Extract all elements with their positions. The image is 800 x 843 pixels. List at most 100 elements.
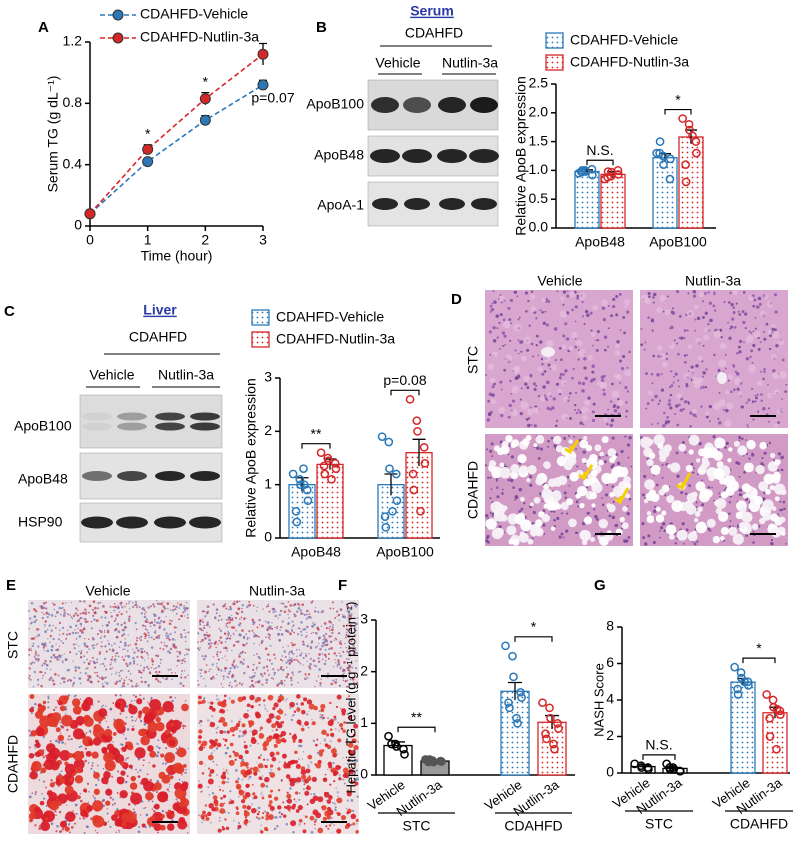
texture xyxy=(239,718,241,720)
texture xyxy=(245,652,247,654)
texture xyxy=(188,748,189,749)
texture xyxy=(323,777,328,782)
y-tick-label: 0.5 xyxy=(529,190,549,206)
texture xyxy=(587,397,590,400)
texture xyxy=(286,805,291,810)
texture xyxy=(254,672,256,674)
texture xyxy=(239,600,241,602)
texture xyxy=(42,617,44,619)
texture xyxy=(37,634,40,637)
texture xyxy=(753,330,755,332)
texture xyxy=(691,365,694,368)
texture xyxy=(272,707,275,710)
bracket xyxy=(643,755,675,760)
texture xyxy=(208,779,214,785)
texture xyxy=(252,784,254,786)
texture xyxy=(532,355,534,357)
texture xyxy=(126,611,128,613)
texture xyxy=(37,684,39,686)
texture xyxy=(760,311,766,317)
texture xyxy=(30,730,36,736)
texture xyxy=(94,667,96,669)
texture xyxy=(293,613,295,615)
texture xyxy=(560,297,564,301)
texture xyxy=(91,765,93,767)
texture xyxy=(339,641,341,643)
texture xyxy=(692,377,699,384)
texture xyxy=(80,652,82,654)
texture xyxy=(198,684,200,686)
texture xyxy=(55,627,57,629)
texture xyxy=(703,345,705,347)
texture xyxy=(783,507,786,510)
texture xyxy=(106,682,109,685)
texture xyxy=(709,530,711,532)
texture xyxy=(673,376,675,378)
texture xyxy=(619,293,622,296)
texture xyxy=(107,726,109,728)
x-tick-label: 1 xyxy=(144,232,152,248)
texture xyxy=(578,381,581,384)
texture xyxy=(705,368,707,370)
texture xyxy=(86,659,88,661)
texture xyxy=(760,462,763,465)
texture xyxy=(77,795,81,799)
texture xyxy=(592,305,598,311)
data-point xyxy=(426,756,433,763)
texture xyxy=(77,628,79,630)
texture xyxy=(486,448,488,450)
texture xyxy=(310,658,312,660)
texture xyxy=(80,613,82,615)
texture xyxy=(59,629,61,631)
texture xyxy=(222,790,224,792)
texture xyxy=(656,507,661,512)
texture xyxy=(612,437,615,440)
texture xyxy=(183,728,185,730)
texture xyxy=(676,475,679,478)
data-point xyxy=(546,704,553,711)
texture xyxy=(249,744,252,747)
texture xyxy=(576,532,578,534)
micrograph xyxy=(640,434,788,546)
texture xyxy=(519,340,522,343)
texture xyxy=(205,685,207,687)
bar xyxy=(575,172,599,228)
texture xyxy=(663,311,665,313)
texture xyxy=(526,349,529,352)
texture xyxy=(356,819,359,822)
texture xyxy=(107,744,114,751)
texture xyxy=(513,324,521,332)
texture xyxy=(303,788,305,790)
annotation: * xyxy=(145,125,151,141)
texture xyxy=(534,388,537,391)
texture xyxy=(230,667,232,669)
texture xyxy=(772,506,777,511)
texture xyxy=(500,414,503,417)
texture xyxy=(266,759,268,761)
texture xyxy=(242,735,244,737)
texture xyxy=(579,530,589,540)
texture xyxy=(313,659,316,662)
texture xyxy=(295,801,296,802)
texture xyxy=(296,708,300,712)
texture xyxy=(249,686,251,688)
texture xyxy=(101,706,103,708)
texture xyxy=(102,685,105,688)
row-label: ApoB100 xyxy=(306,96,364,112)
texture xyxy=(220,630,222,632)
texture xyxy=(101,678,104,681)
texture xyxy=(554,327,558,331)
texture xyxy=(167,608,168,609)
texture xyxy=(290,820,296,826)
texture xyxy=(648,292,651,295)
texture xyxy=(251,680,253,682)
texture xyxy=(61,677,64,680)
texture xyxy=(541,488,552,499)
data-point xyxy=(300,465,307,472)
texture xyxy=(94,672,96,674)
texture xyxy=(705,412,709,416)
texture xyxy=(657,422,659,424)
texture xyxy=(235,759,237,761)
texture xyxy=(60,821,67,828)
texture xyxy=(120,790,128,798)
